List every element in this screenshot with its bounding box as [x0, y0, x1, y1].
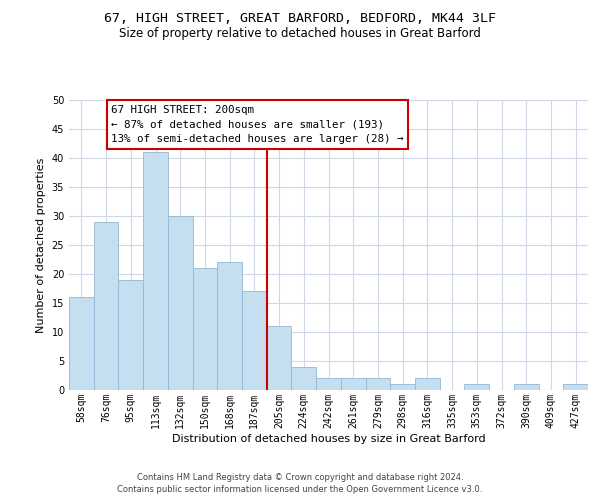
- Bar: [341, 378, 365, 390]
- Bar: [365, 378, 390, 390]
- Bar: [292, 367, 316, 390]
- Bar: [143, 152, 168, 390]
- Bar: [563, 384, 588, 390]
- Bar: [390, 384, 415, 390]
- Bar: [69, 297, 94, 390]
- Bar: [242, 292, 267, 390]
- Bar: [316, 378, 341, 390]
- Bar: [94, 222, 118, 390]
- Text: Contains HM Land Registry data © Crown copyright and database right 2024.
Contai: Contains HM Land Registry data © Crown c…: [118, 472, 482, 494]
- Bar: [514, 384, 539, 390]
- Text: Size of property relative to detached houses in Great Barford: Size of property relative to detached ho…: [119, 28, 481, 40]
- Bar: [267, 326, 292, 390]
- Text: 67, HIGH STREET, GREAT BARFORD, BEDFORD, MK44 3LF: 67, HIGH STREET, GREAT BARFORD, BEDFORD,…: [104, 12, 496, 26]
- Bar: [217, 262, 242, 390]
- Y-axis label: Number of detached properties: Number of detached properties: [36, 158, 46, 332]
- Bar: [193, 268, 217, 390]
- Bar: [118, 280, 143, 390]
- Bar: [464, 384, 489, 390]
- Text: 67 HIGH STREET: 200sqm
← 87% of detached houses are smaller (193)
13% of semi-de: 67 HIGH STREET: 200sqm ← 87% of detached…: [111, 104, 404, 144]
- Bar: [168, 216, 193, 390]
- Bar: [415, 378, 440, 390]
- X-axis label: Distribution of detached houses by size in Great Barford: Distribution of detached houses by size …: [172, 434, 485, 444]
